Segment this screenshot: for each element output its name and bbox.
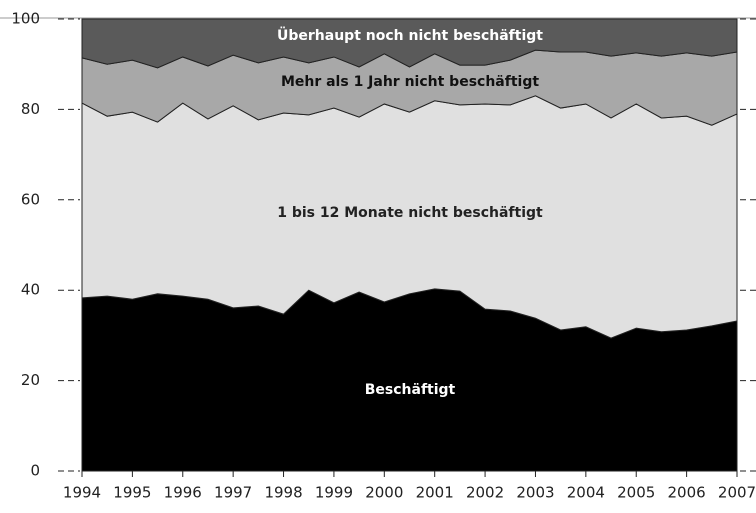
x-tick-label: 1995 [113,484,151,502]
x-tick-label: 1999 [315,484,353,502]
x-tick-label: 2007 [718,484,756,502]
x-tick-label: 1997 [214,484,252,502]
x-tick-label: 1994 [63,484,101,502]
y-tick-label: 20 [21,371,40,389]
series-label: Beschäftigt [365,382,456,398]
y-tick-label: 100 [11,10,40,28]
y-tick-label: 40 [21,281,40,299]
x-tick-label: 2004 [567,484,605,502]
x-tick-label: 1996 [164,484,202,502]
series-label: Mehr als 1 Jahr nicht beschäftigt [281,74,539,90]
x-tick-label: 2002 [466,484,504,502]
area [81,18,738,69]
series-label: Überhaupt noch nicht beschäftigt [277,26,543,44]
x-tick-label: 2003 [516,484,554,502]
series-label: 1 bis 12 Monate nicht beschäftigt [277,205,543,221]
y-tick-label: 0 [30,462,40,480]
x-tick-label: 1998 [264,484,302,502]
x-tick-label: 2001 [416,484,454,502]
y-tick-label: 60 [21,190,40,208]
x-tick-label: 2006 [668,484,706,502]
x-tick-label: 2000 [365,484,403,502]
y-tick-label: 80 [21,100,40,118]
x-tick-label: 2005 [617,484,655,502]
